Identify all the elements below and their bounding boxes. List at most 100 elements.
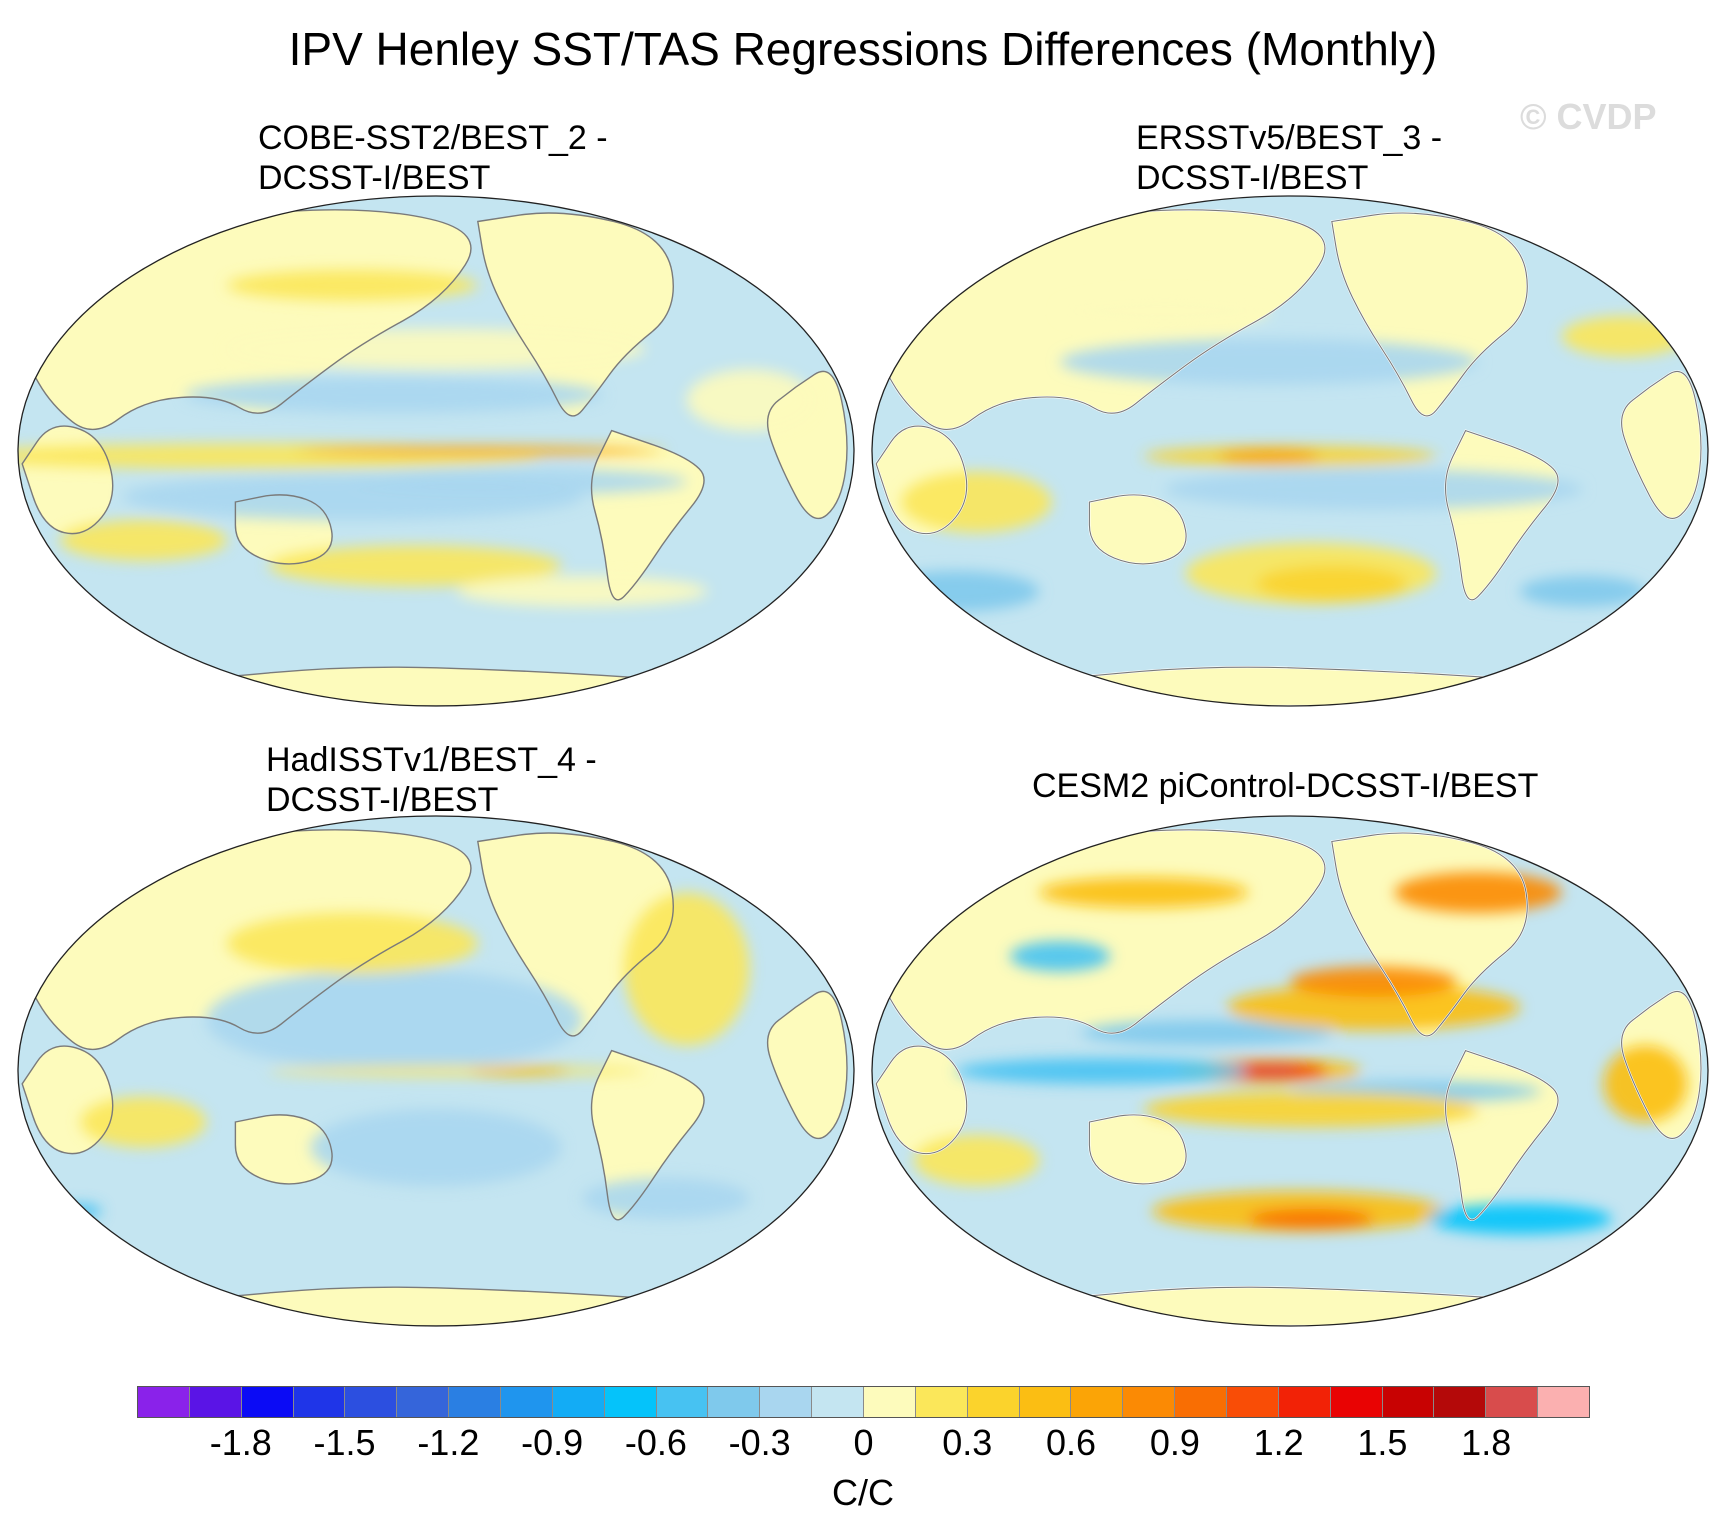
land-africaE	[767, 991, 848, 1139]
map-panel-ersst	[870, 194, 1710, 708]
land-greenland	[1565, 836, 1630, 891]
colorbar-swatch	[1330, 1386, 1383, 1418]
colorbar-tick-label: -0.3	[728, 1422, 791, 1463]
colorbar-tick-label: 0.3	[942, 1422, 993, 1463]
land-namerica	[1331, 213, 1528, 416]
land-antarctica	[126, 1287, 746, 1326]
anomaly-region	[872, 570, 1040, 612]
colorbar-swatch	[915, 1386, 968, 1418]
land-greenland	[711, 216, 776, 271]
anomaly-region	[1561, 315, 1688, 357]
coastline-inner	[1565, 215, 1630, 271]
coastline	[710, 215, 776, 271]
anomaly-region	[59, 519, 227, 561]
coastline	[590, 429, 705, 601]
coastline-inner	[1621, 370, 1702, 519]
colorbar-swatch	[345, 1386, 398, 1418]
coastline-inner	[1444, 429, 1559, 601]
figure-title: IPV Henley SST/TAS Regressions Differenc…	[288, 23, 1438, 75]
colorbar-swatch	[449, 1386, 502, 1418]
coastline-inner	[1444, 1049, 1559, 1221]
anomaly-region	[1218, 448, 1320, 464]
map-panel-cesm2	[870, 814, 1710, 1328]
anomaly-region	[268, 545, 562, 587]
anomaly-region	[1519, 576, 1646, 607]
anomaly-region	[227, 912, 478, 975]
coastline	[1564, 215, 1631, 272]
colorbar-tick-label: 1.2	[1253, 1422, 1304, 1463]
colorbar-swatch	[1019, 1386, 1072, 1418]
colorbar-swatch	[1123, 1386, 1176, 1418]
coastline	[590, 1049, 705, 1221]
anomaly-region	[686, 369, 813, 431]
map-panel-cobe	[16, 194, 856, 708]
map-cobe	[17, 195, 855, 707]
map-hadisst	[17, 815, 855, 1327]
colorbar-swatch	[812, 1386, 865, 1418]
coastline	[234, 1114, 333, 1185]
colorbar-swatch	[293, 1386, 346, 1418]
colorbar-swatch	[1227, 1386, 1279, 1418]
coastline	[766, 370, 848, 520]
anomaly-region	[302, 447, 654, 455]
map-border	[17, 195, 855, 707]
anomaly-region	[901, 471, 1052, 533]
anomaly-region	[206, 969, 583, 1071]
colorbar-swatch	[1382, 1386, 1435, 1418]
coastline-inner	[1565, 835, 1630, 891]
map-border	[871, 815, 1709, 1327]
colorbar-swatch	[967, 1386, 1020, 1418]
colorbar-swatch	[864, 1386, 916, 1418]
colorbar-tick-label: 1.8	[1461, 1422, 1512, 1463]
coastline	[21, 1045, 114, 1155]
coastline	[766, 990, 848, 1140]
anomaly-region	[582, 1178, 750, 1219]
colorbar-tick-label: -0.9	[521, 1422, 584, 1463]
colorbar	[137, 1386, 1591, 1418]
anomaly-region	[1603, 1045, 1688, 1123]
coastline	[234, 494, 333, 565]
colorbar-tick-label: 0.9	[1149, 1422, 1200, 1463]
anomaly-region	[1239, 1065, 1299, 1077]
colorbar-swatch	[656, 1386, 709, 1418]
colorbar-tick-label: 1.5	[1357, 1422, 1408, 1463]
land-namerica	[477, 213, 674, 416]
colorbar-swatch	[1434, 1386, 1487, 1418]
colorbar-swatch	[552, 1386, 605, 1418]
colorbar-swatch	[137, 1386, 190, 1418]
anomaly-region	[185, 377, 604, 413]
map-cesm2	[871, 815, 1709, 1327]
map-panel-hadisst	[16, 814, 856, 1328]
anomaly-region	[955, 1058, 1249, 1084]
coastline-inner	[1331, 832, 1528, 1037]
colorbar-swatch	[241, 1386, 294, 1418]
land-namerica	[477, 833, 674, 1036]
colorbar-swatch	[1278, 1386, 1331, 1418]
coastline-inner	[1331, 212, 1528, 417]
colorbar-ticks: -1.8 -1.5 -1.2 -0.9 -0.6 -0.3 0 0.3 0.6 0.9 1.2 1.5…	[0, 1422, 1726, 1466]
colorbar-swatch	[1486, 1386, 1539, 1418]
land-antarctica	[126, 667, 746, 706]
colorbar-swatch	[708, 1386, 761, 1418]
land-samerica	[591, 1050, 705, 1220]
map-ersst	[871, 195, 1709, 707]
colorbar-swatch	[1175, 1386, 1228, 1418]
anomaly-region	[1248, 1208, 1374, 1230]
land-greenland	[711, 836, 776, 891]
coastline-inner	[1621, 990, 1702, 1139]
colorbar-swatch	[1071, 1386, 1124, 1418]
map-border	[871, 195, 1709, 707]
coastline	[476, 832, 674, 1037]
anomaly-region	[624, 892, 750, 1046]
land-africaE	[1621, 371, 1702, 519]
panel-title-hadisst: HadISSTv1/BEST_4 - DCSST-I/BEST	[266, 741, 597, 819]
colorbar-swatch	[604, 1386, 657, 1418]
colorbar-swatch	[397, 1386, 450, 1418]
anomaly-region	[456, 576, 708, 607]
coastline	[476, 212, 674, 417]
coastline-inner	[875, 425, 968, 535]
anomaly-region	[1164, 468, 1583, 510]
colorbar-swatch	[1538, 1386, 1591, 1418]
land-australia	[1089, 1114, 1187, 1184]
colorbar-tick-label: -1.5	[313, 1422, 376, 1463]
